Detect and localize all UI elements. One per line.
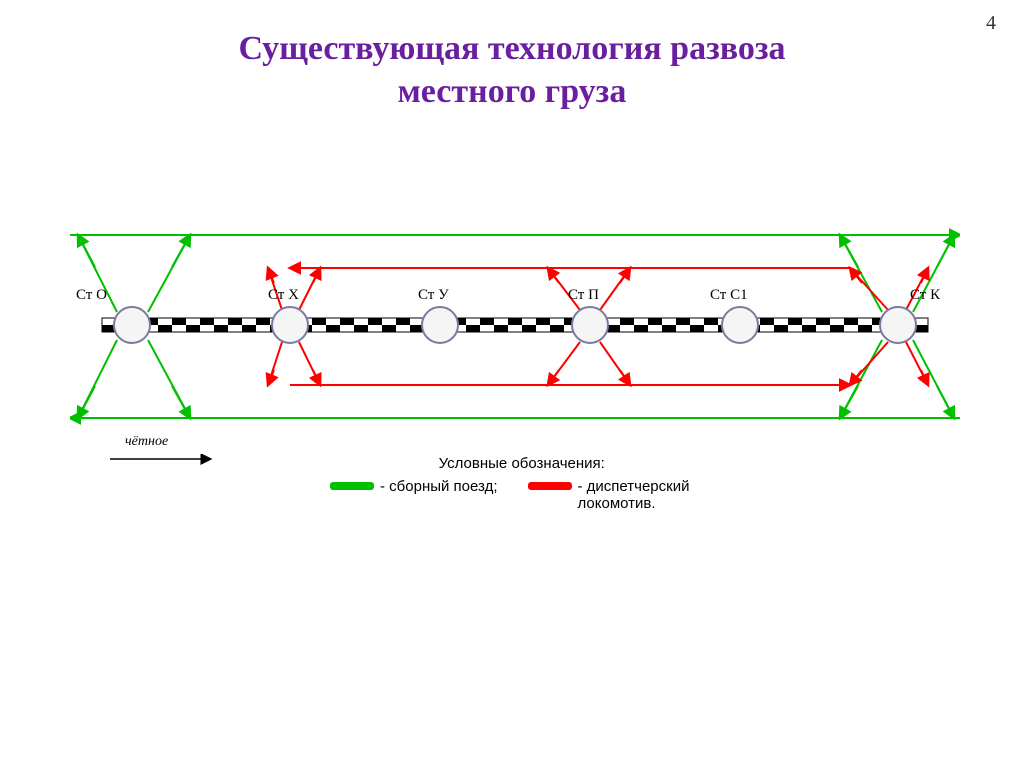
- station-label-P: Ст П: [568, 287, 599, 304]
- distribution-diagram: Ст О Ст Х Ст У Ст П Ст С1 Ст К чётное: [70, 220, 960, 480]
- station-node-X: [272, 307, 308, 343]
- legend-text-0: - сборный поезд;: [380, 478, 498, 495]
- legend-swatch-1: [528, 482, 572, 490]
- diagram-svg: [70, 220, 960, 480]
- station-label-C1: Ст С1: [710, 287, 748, 304]
- legend-swatch-0: [330, 482, 374, 490]
- station-label-K: Ст К: [910, 287, 940, 304]
- station-label-O: Ст О: [76, 287, 107, 304]
- title-line-1: Существующая технология развоза: [238, 30, 785, 67]
- legend-title: Условные обозначения:: [330, 455, 713, 472]
- station-node-C1: [722, 307, 758, 343]
- legend: Условные обозначения: - сборный поезд;- …: [330, 455, 713, 512]
- station-label-U: Ст У: [418, 287, 449, 304]
- title-line-2: местного груза: [398, 73, 627, 110]
- track-layer: [102, 318, 928, 332]
- station-node-O: [114, 307, 150, 343]
- station-node-U: [422, 307, 458, 343]
- legend-text-1: - диспетчерский локомотив.: [578, 478, 690, 512]
- slide-title: Существующая технология развоза местного…: [0, 28, 1024, 113]
- station-label-X: Ст Х: [268, 287, 299, 304]
- station-node-K: [880, 307, 916, 343]
- direction-label: чётное: [125, 434, 168, 450]
- legend-items: - сборный поезд; - диспетчерский локомоти…: [330, 478, 713, 512]
- station-node-P: [572, 307, 608, 343]
